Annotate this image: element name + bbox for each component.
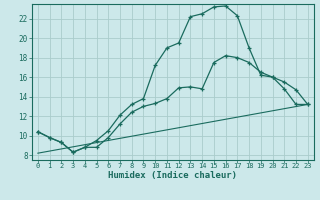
X-axis label: Humidex (Indice chaleur): Humidex (Indice chaleur) <box>108 171 237 180</box>
